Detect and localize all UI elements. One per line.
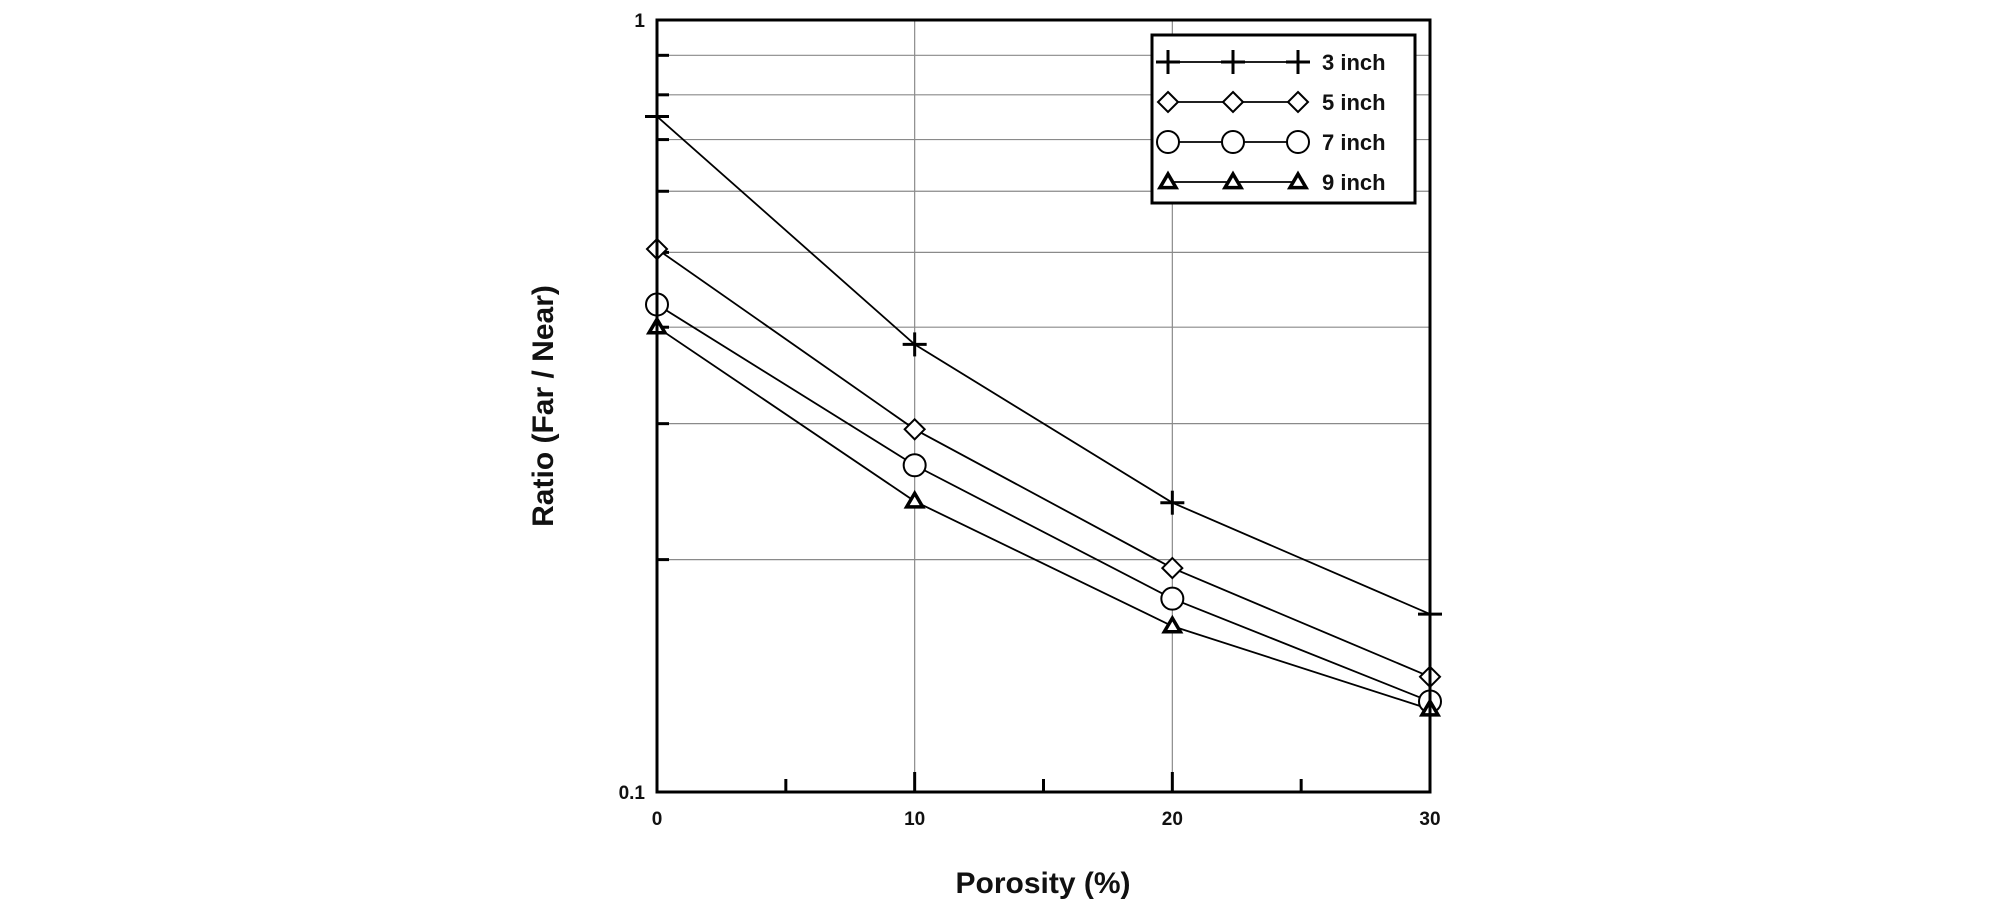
tick-labels: 0 10 20 30 0.1 1 [619, 11, 1441, 830]
y-axis-title: Ratio (Far / Near) [527, 285, 560, 527]
plot-frame [655, 18, 1432, 794]
y-tick-label: 1 [634, 11, 645, 32]
legend-marker [1221, 130, 1245, 154]
x-tick-label: 30 [1419, 809, 1440, 830]
legend-marker [1156, 170, 1180, 190]
legend-label: 5 inch [1322, 90, 1386, 115]
x-axis-title: Porosity (%) [955, 867, 1130, 900]
data-point [1160, 586, 1185, 611]
data-point [903, 417, 927, 441]
data-point [1160, 490, 1185, 515]
legend-box [1150, 33, 1417, 205]
legend-marker [1156, 50, 1180, 74]
legend-label: 9 inch [1322, 170, 1386, 195]
series-line [657, 248, 1430, 678]
legend-item: 3 inch [1156, 50, 1386, 75]
legend: 3 inch 5 inch 7 inch 9 inch [1150, 33, 1417, 205]
data-point [903, 489, 926, 509]
series-line [657, 326, 1430, 711]
legend-item: 9 inch [1156, 170, 1386, 195]
x-tick-label: 20 [1162, 809, 1183, 830]
legend-item: 5 inch [1156, 90, 1386, 115]
legend-label: 3 inch [1322, 50, 1386, 75]
series-line [657, 115, 1430, 615]
x-tick-label: 0 [652, 809, 663, 830]
legend-marker [1221, 170, 1245, 190]
data-point [1160, 556, 1184, 580]
data-point [902, 332, 927, 357]
legend-marker [1286, 90, 1310, 114]
y-tick-label: 0.1 [619, 783, 646, 804]
data-point [902, 453, 927, 478]
legend-label: 7 inch [1322, 130, 1386, 155]
legend-marker [1286, 130, 1310, 154]
legend-marker [1221, 90, 1245, 114]
legend-marker [1286, 170, 1310, 190]
data-point [1161, 614, 1184, 634]
series-layer [657, 115, 1430, 711]
legend-marker [1286, 50, 1310, 74]
series-line [657, 303, 1430, 703]
legend-item: 7 inch [1156, 130, 1386, 155]
legend-marker [1156, 130, 1180, 154]
x-tick-label: 10 [904, 809, 925, 830]
legend-marker [1221, 50, 1245, 74]
markers-layer [645, 104, 1442, 717]
legend-marker [1156, 90, 1180, 114]
